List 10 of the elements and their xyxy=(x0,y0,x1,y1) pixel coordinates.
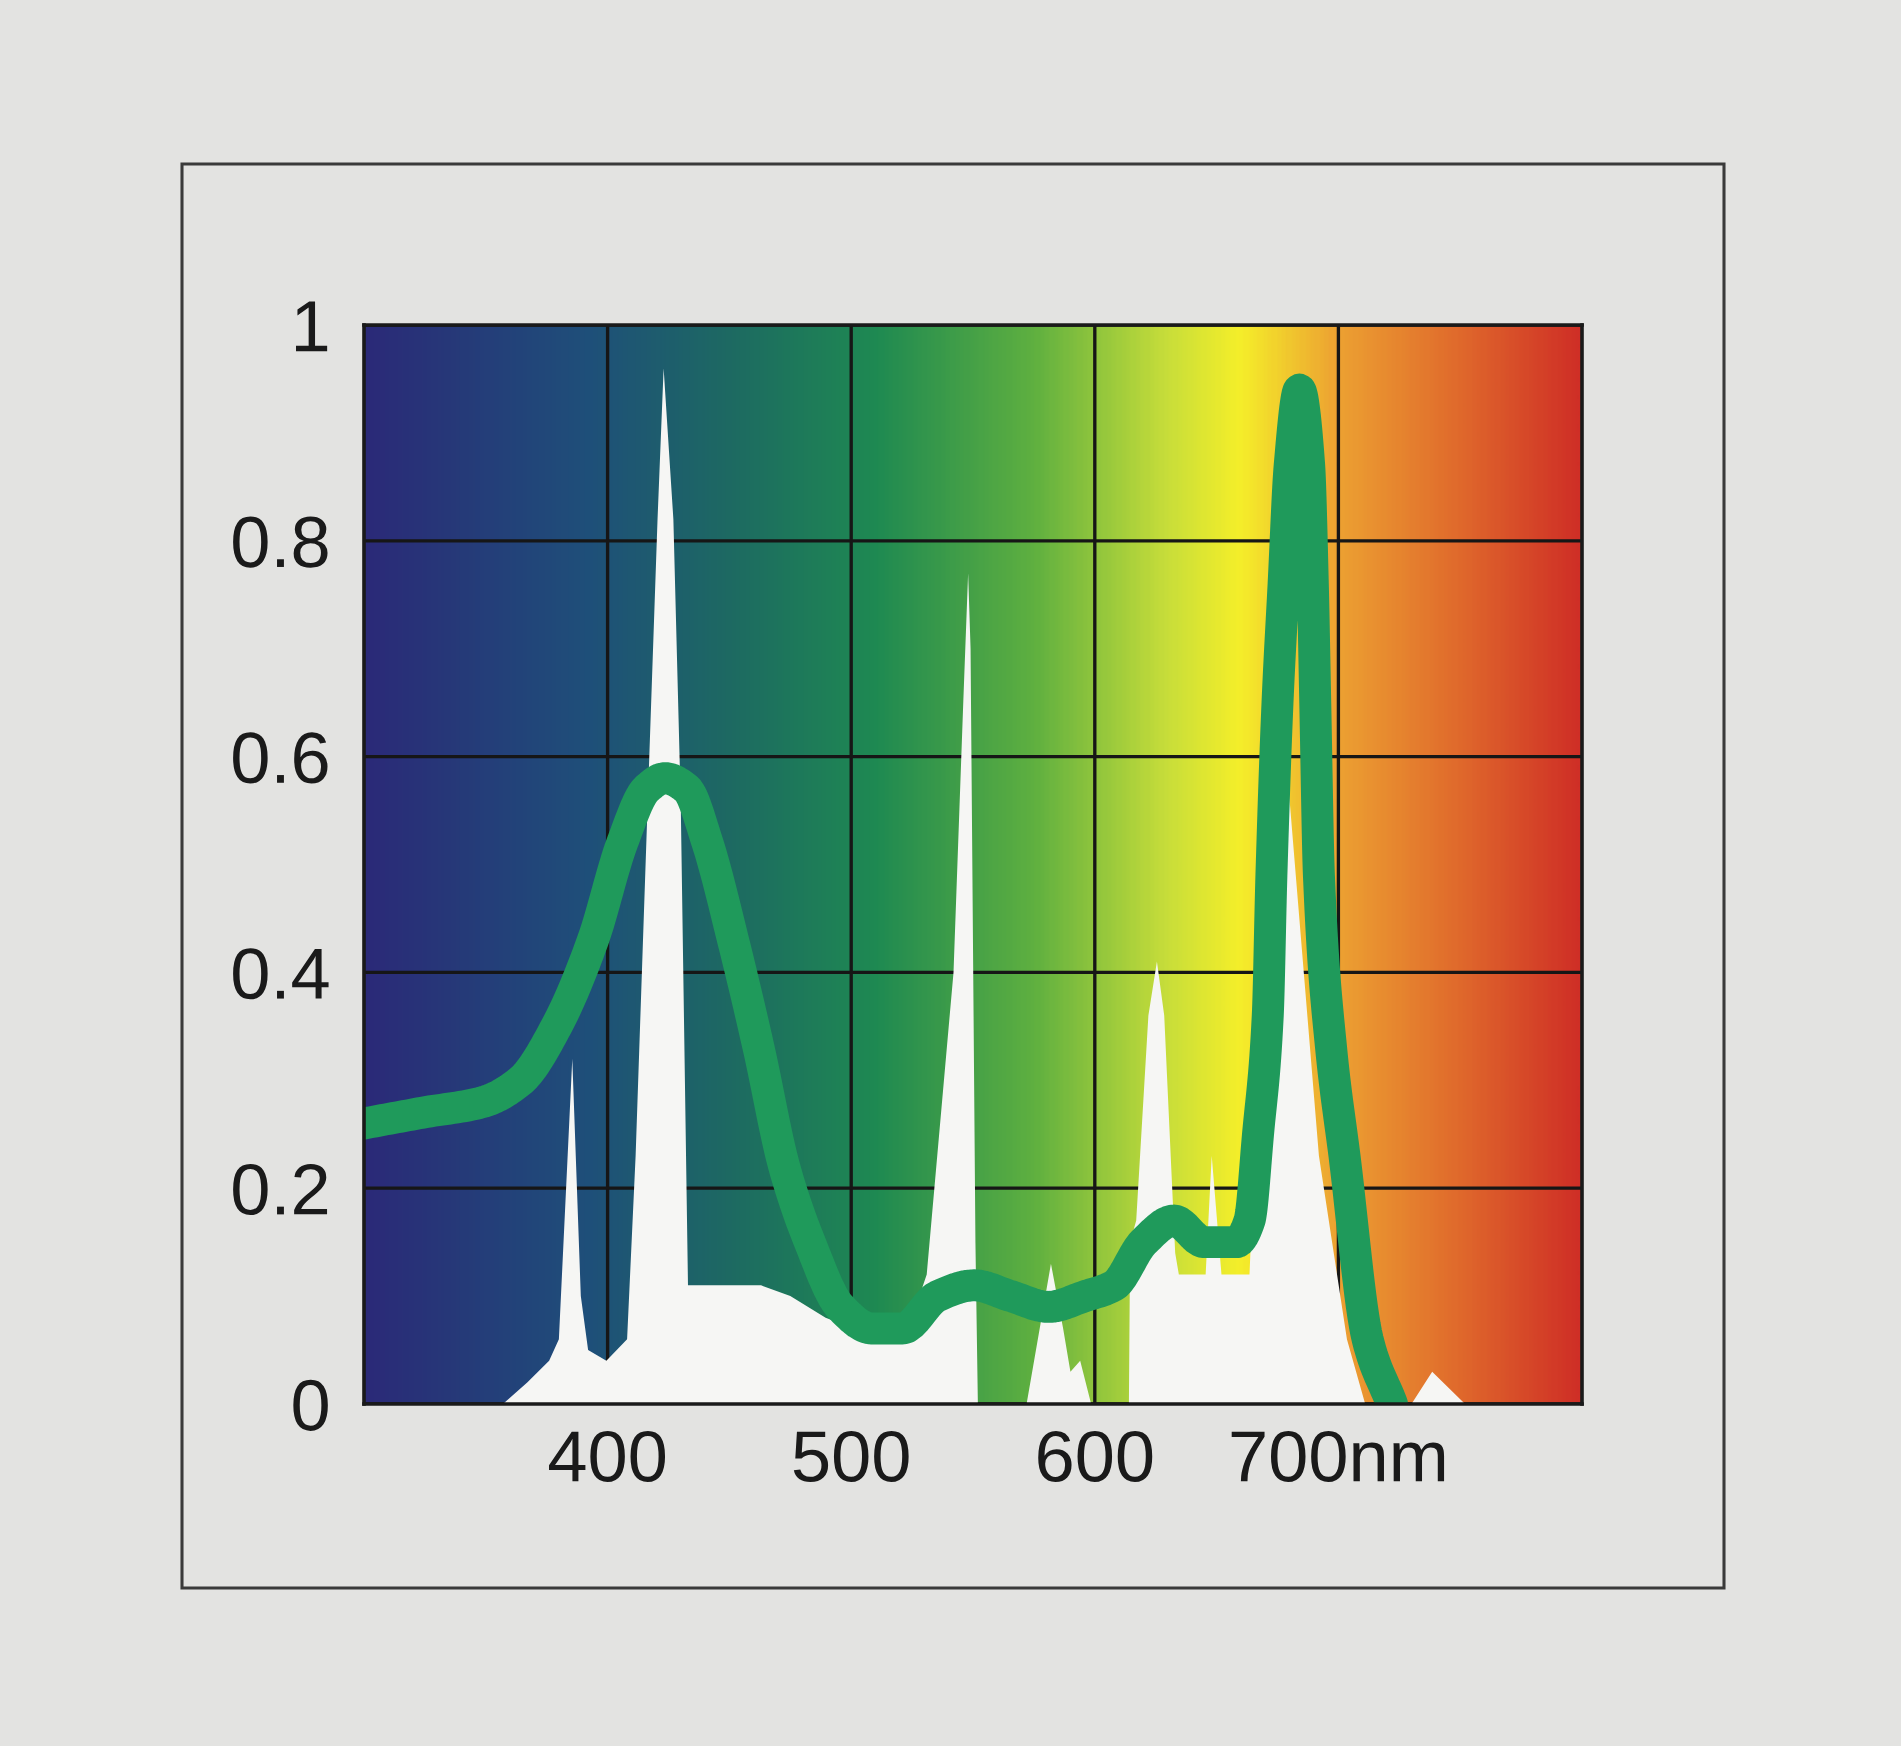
x-tick-label: 700nm xyxy=(1231,1430,1445,1483)
y-tick-label: 1 xyxy=(296,301,328,352)
x-tick-label: 500 xyxy=(793,1430,909,1483)
y-tick-label: 0.6 xyxy=(233,732,328,784)
y-tick-label: 0.2 xyxy=(233,1163,328,1216)
x-tick-label: 600 xyxy=(1038,1430,1153,1483)
y-tick-label: 0 xyxy=(293,1379,328,1431)
y-tick-label: 0.8 xyxy=(233,516,328,568)
y-tick-label: 0.4 xyxy=(233,948,329,1000)
x-tick-label: 400 xyxy=(549,1430,666,1483)
